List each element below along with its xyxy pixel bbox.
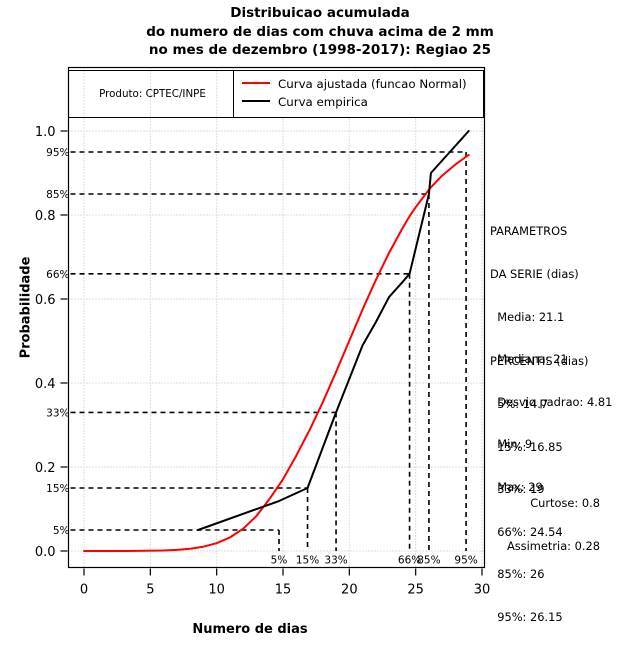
axis-box — [67, 66, 486, 569]
parameters-shape-block: Curtose: 0.8 Assimetria: 0.28 — [490, 468, 600, 582]
percentile-y-label: 66% — [46, 269, 69, 281]
legend-item-ajustada: Curva ajustada (funcao Normal) — [242, 77, 467, 91]
grid-lines — [68, 67, 485, 568]
y-tick-label: 0.4 — [35, 377, 56, 392]
legend-line-black-icon — [242, 100, 270, 102]
param-p85: 85%: 26 — [490, 567, 545, 582]
legend-label-empirica: Curva empirica — [278, 95, 368, 109]
y-tick-label: 0.6 — [35, 293, 56, 308]
param-mediana: Mediana: 21 — [490, 352, 568, 367]
title-line-1: Distribuicao acumulada — [230, 5, 410, 21]
param-curtose: Curtose: 0.8 — [530, 496, 600, 511]
x-tick-label: 10 — [208, 583, 225, 598]
x-tick-label: 5 — [146, 583, 154, 598]
percentile-y-label: 95% — [46, 147, 69, 159]
x-tick-label: 15 — [275, 583, 292, 598]
y-tick-label: 0.8 — [35, 209, 56, 224]
param-desvio-padrao: Desvio padrao: 4.81 — [490, 394, 613, 409]
param-min: Min: 9 — [490, 437, 533, 452]
x-tick-label: 0 — [80, 583, 88, 598]
legend-box: Curva ajustada (funcao Normal) Curva emp… — [233, 70, 484, 118]
percentile-y-label: 15% — [46, 483, 69, 495]
percentile-x-label: 33% — [324, 555, 347, 567]
param-p5: 5%: 14.7 — [490, 397, 549, 412]
axis-tick-labels: 0 5 10 15 20 25 30 0.0 0.2 0.4 0.6 0.8 1.0 — [35, 125, 490, 598]
y-axis-title: Probabilidade — [18, 256, 34, 359]
y-tick-label: 0.2 — [35, 461, 56, 476]
produto-credit: Produto: CPTEC/INPE — [99, 88, 206, 100]
legend-label-ajustada: Curva ajustada (funcao Normal) — [278, 77, 467, 91]
series-path-empirica — [197, 130, 470, 531]
param-p95: 95%: 26.15 — [490, 610, 563, 625]
param-p33: 33%: 19 — [490, 482, 545, 497]
x-tick-label: 30 — [474, 583, 491, 598]
parameters-percentis-block: PERCENTIS (dias) 5%: 14.7 15%: 16.85 33%… — [490, 326, 588, 653]
percentile-x-label: 95% — [454, 555, 477, 567]
legend-item-empirica: Curva empirica — [242, 95, 368, 109]
title-line-2: do numero de dias com chuva acima de 2 m… — [146, 23, 494, 40]
param-header-da-serie: DA SERIE (dias) — [490, 267, 579, 282]
param-assimetria: Assimetria: 0.28 — [506, 539, 600, 554]
legend-line-red-icon — [242, 82, 270, 84]
data-series — [83, 130, 470, 552]
parameters-serie-block: PARAMETROS DA SERIE (dias) Media: 21.1 M… — [490, 196, 612, 523]
series-path-ajustada — [83, 154, 470, 552]
percentile-x-label: 15% — [296, 555, 319, 567]
percentile-y-label: 5% — [53, 525, 70, 537]
percentile-labels: 5%15%33%66%85%95%5% 15% 33% 66%85% 95% — [46, 147, 478, 567]
percentile-y-label: 85% — [46, 189, 69, 201]
axis-ticks — [60, 130, 483, 576]
title-line-3: no mes de dezembro (1998-2017): Regiao 2… — [148, 42, 492, 58]
param-header-parametros: PARAMETROS — [490, 224, 568, 239]
percentile-x-label: 5% — [271, 555, 288, 567]
x-axis-title: Numero de dias — [192, 622, 308, 637]
y-tick-label: 1.0 — [35, 125, 56, 140]
percentile-x-label: 66% — [398, 555, 421, 567]
x-tick-label: 25 — [407, 583, 424, 598]
percentile-x-label: 85% — [417, 555, 440, 567]
param-p15: 15%: 16.85 — [490, 439, 563, 454]
x-tick-label: 20 — [341, 583, 358, 598]
param-media: Media: 21.1 — [490, 309, 565, 324]
param-max: Max: 29 — [490, 480, 543, 495]
chart-title: Distribuicao acumulada do numero de dias… — [0, 4, 640, 60]
y-tick-label: 0.0 — [35, 545, 56, 560]
param-p66: 66%: 24.54 — [490, 524, 563, 539]
percentile-y-label: 33% — [46, 407, 69, 419]
param-header-percentis: PERCENTIS (dias) — [490, 354, 589, 369]
percentile-guide-lines — [70, 151, 467, 551]
